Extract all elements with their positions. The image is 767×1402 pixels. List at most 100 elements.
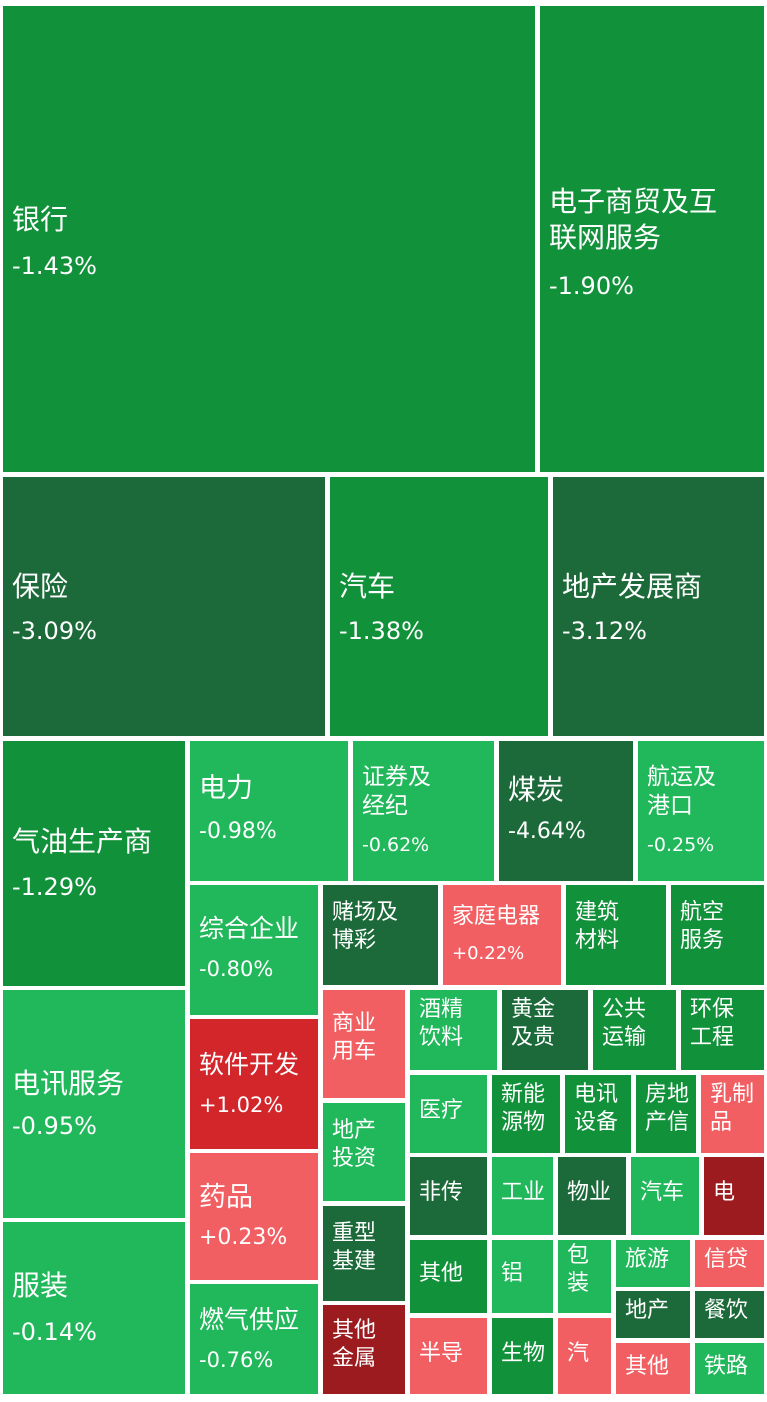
cell-change: +1.02% (199, 1093, 284, 1117)
treemap-cell[interactable]: 铝 (492, 1240, 553, 1313)
cell-label: 煤炭 (508, 773, 565, 806)
treemap-cell[interactable]: 乳制 品 (701, 1075, 764, 1153)
treemap-cell[interactable]: 煤炭 -4.64% (499, 741, 633, 881)
cell-change: -0.76% (199, 1348, 274, 1372)
cell-label: 物业 (567, 1180, 612, 1205)
treemap-cell[interactable]: 服装 -0.14% (3, 1222, 185, 1394)
cell-label: 赌场及 博彩 (332, 900, 399, 954)
cell-label: 服装 (12, 1269, 69, 1302)
treemap-cell[interactable]: 环保 工程 (681, 990, 764, 1070)
treemap-cell[interactable]: 电力 -0.98% (190, 741, 348, 881)
treemap-cell[interactable]: 重型 基建 (323, 1206, 405, 1301)
treemap-cell[interactable]: 软件开发 +1.02% (190, 1019, 318, 1149)
cell-label: 乳制 品 (710, 1082, 755, 1136)
treemap-cell[interactable]: 信贷 (695, 1240, 764, 1287)
cell-change: -1.38% (339, 617, 424, 645)
treemap-cell[interactable]: 地产 投资 (323, 1103, 405, 1201)
cell-change: -1.43% (12, 252, 97, 280)
cell-label: 铁路 (704, 1354, 749, 1379)
cell-label: 气油生产商 (12, 825, 153, 858)
treemap-cell[interactable]: 电 (704, 1157, 764, 1235)
cell-label: 软件开发 (199, 1050, 300, 1079)
treemap-cell[interactable]: 证券及 经纪 -0.62% (353, 741, 494, 881)
treemap-cell[interactable]: 电子商贸及互 联网服务 -1.90% (540, 6, 764, 472)
cell-label: 建筑 材料 (575, 900, 620, 954)
cell-change: -4.64% (508, 819, 586, 844)
cell-label: 工业 (501, 1180, 546, 1205)
cell-change: -0.14% (12, 1318, 97, 1346)
treemap-cell[interactable]: 酒精 饮料 (410, 990, 497, 1070)
cell-label: 其他 (625, 1354, 670, 1379)
treemap-cell[interactable]: 半导 (410, 1318, 487, 1394)
treemap-cell[interactable]: 汽 (558, 1318, 611, 1394)
treemap-cell[interactable]: 赌场及 博彩 (323, 885, 438, 985)
treemap-cell[interactable]: 地产 (616, 1291, 690, 1338)
treemap-cell[interactable]: 非传 (410, 1157, 487, 1235)
cell-change: +0.23% (199, 1225, 288, 1250)
cell-label: 电子商贸及互 联网服务 (549, 185, 718, 254)
treemap-cell[interactable]: 建筑 材料 (566, 885, 666, 985)
cell-label: 商业 用车 (332, 1011, 377, 1065)
treemap-cell[interactable]: 航空 服务 (671, 885, 764, 985)
treemap-cell[interactable]: 新能 源物 (492, 1075, 560, 1153)
cell-change: -0.95% (12, 1112, 97, 1140)
cell-label: 综合企业 (199, 914, 300, 943)
cell-label: 电讯服务 (12, 1067, 125, 1100)
cell-label: 新能 源物 (501, 1082, 546, 1136)
treemap-cell[interactable]: 燃气供应 -0.76% (190, 1284, 318, 1394)
treemap-cell[interactable]: 生物 (492, 1318, 553, 1394)
cell-change: -3.09% (12, 617, 97, 645)
cell-label: 其他 (419, 1261, 464, 1286)
treemap-cell[interactable]: 其他 (616, 1343, 690, 1394)
treemap-cell[interactable]: 汽车 (631, 1157, 699, 1235)
treemap-cell[interactable]: 工业 (492, 1157, 553, 1235)
cell-change: +0.22% (452, 943, 525, 964)
cell-label: 药品 (199, 1182, 253, 1213)
treemap-cell[interactable]: 公共 运输 (593, 990, 676, 1070)
cell-label: 公共 运输 (602, 997, 647, 1051)
treemap-cell[interactable]: 地产发展商 -3.12% (553, 477, 764, 736)
cell-label: 电力 (199, 773, 253, 804)
treemap-cell[interactable]: 汽车 -1.38% (330, 477, 548, 736)
cell-label: 铝 (501, 1261, 524, 1286)
treemap-cell[interactable]: 包 装 (558, 1240, 611, 1313)
treemap-cell[interactable]: 餐饮 (695, 1291, 764, 1338)
treemap-cell[interactable]: 综合企业 -0.80% (190, 885, 318, 1015)
treemap-cell[interactable]: 医疗 (410, 1075, 487, 1153)
treemap-cell[interactable]: 商业 用车 (323, 990, 405, 1098)
treemap-cell[interactable]: 其他 (410, 1240, 487, 1313)
treemap-cell[interactable]: 物业 (558, 1157, 626, 1235)
cell-label: 黄金 及贵 (511, 997, 556, 1051)
cell-label: 重型 基建 (332, 1221, 377, 1275)
cell-label: 旅游 (625, 1247, 670, 1272)
cell-change: -1.29% (12, 873, 97, 901)
treemap-cell[interactable]: 旅游 (616, 1240, 690, 1287)
treemap-cell[interactable]: 银行 -1.43% (3, 6, 535, 472)
cell-label: 餐饮 (704, 1298, 749, 1323)
treemap-cell[interactable]: 家庭电器 +0.22% (443, 885, 561, 985)
cell-label: 银行 (12, 203, 69, 236)
treemap-cell[interactable]: 电讯 设备 (565, 1075, 631, 1153)
cell-label: 汽 (567, 1341, 590, 1366)
cell-change: -3.12% (562, 617, 647, 645)
cell-label: 信贷 (704, 1247, 749, 1272)
treemap-cell[interactable]: 房地 产信 (636, 1075, 696, 1153)
treemap-cell[interactable]: 气油生产商 -1.29% (3, 741, 185, 986)
cell-label: 保险 (12, 570, 69, 603)
cell-label: 地产 (625, 1298, 670, 1323)
treemap-cell[interactable]: 铁路 (695, 1343, 764, 1394)
cell-label: 酒精 饮料 (419, 997, 464, 1051)
treemap-cell[interactable]: 电讯服务 -0.95% (3, 990, 185, 1218)
cell-label: 电 (713, 1180, 736, 1205)
treemap-cell[interactable]: 保险 -3.09% (3, 477, 325, 736)
treemap-cell[interactable]: 航运及 港口 -0.25% (638, 741, 764, 881)
cell-label: 包 装 (567, 1243, 590, 1297)
cell-change: -0.80% (199, 957, 274, 981)
treemap-cell[interactable]: 其他 金属 (323, 1305, 405, 1394)
cell-label: 燃气供应 (199, 1305, 300, 1334)
treemap-cell[interactable]: 药品 +0.23% (190, 1153, 318, 1280)
cell-change: -0.62% (362, 834, 430, 856)
cell-label: 汽车 (339, 570, 396, 603)
treemap-cell[interactable]: 黄金 及贵 (502, 990, 588, 1070)
